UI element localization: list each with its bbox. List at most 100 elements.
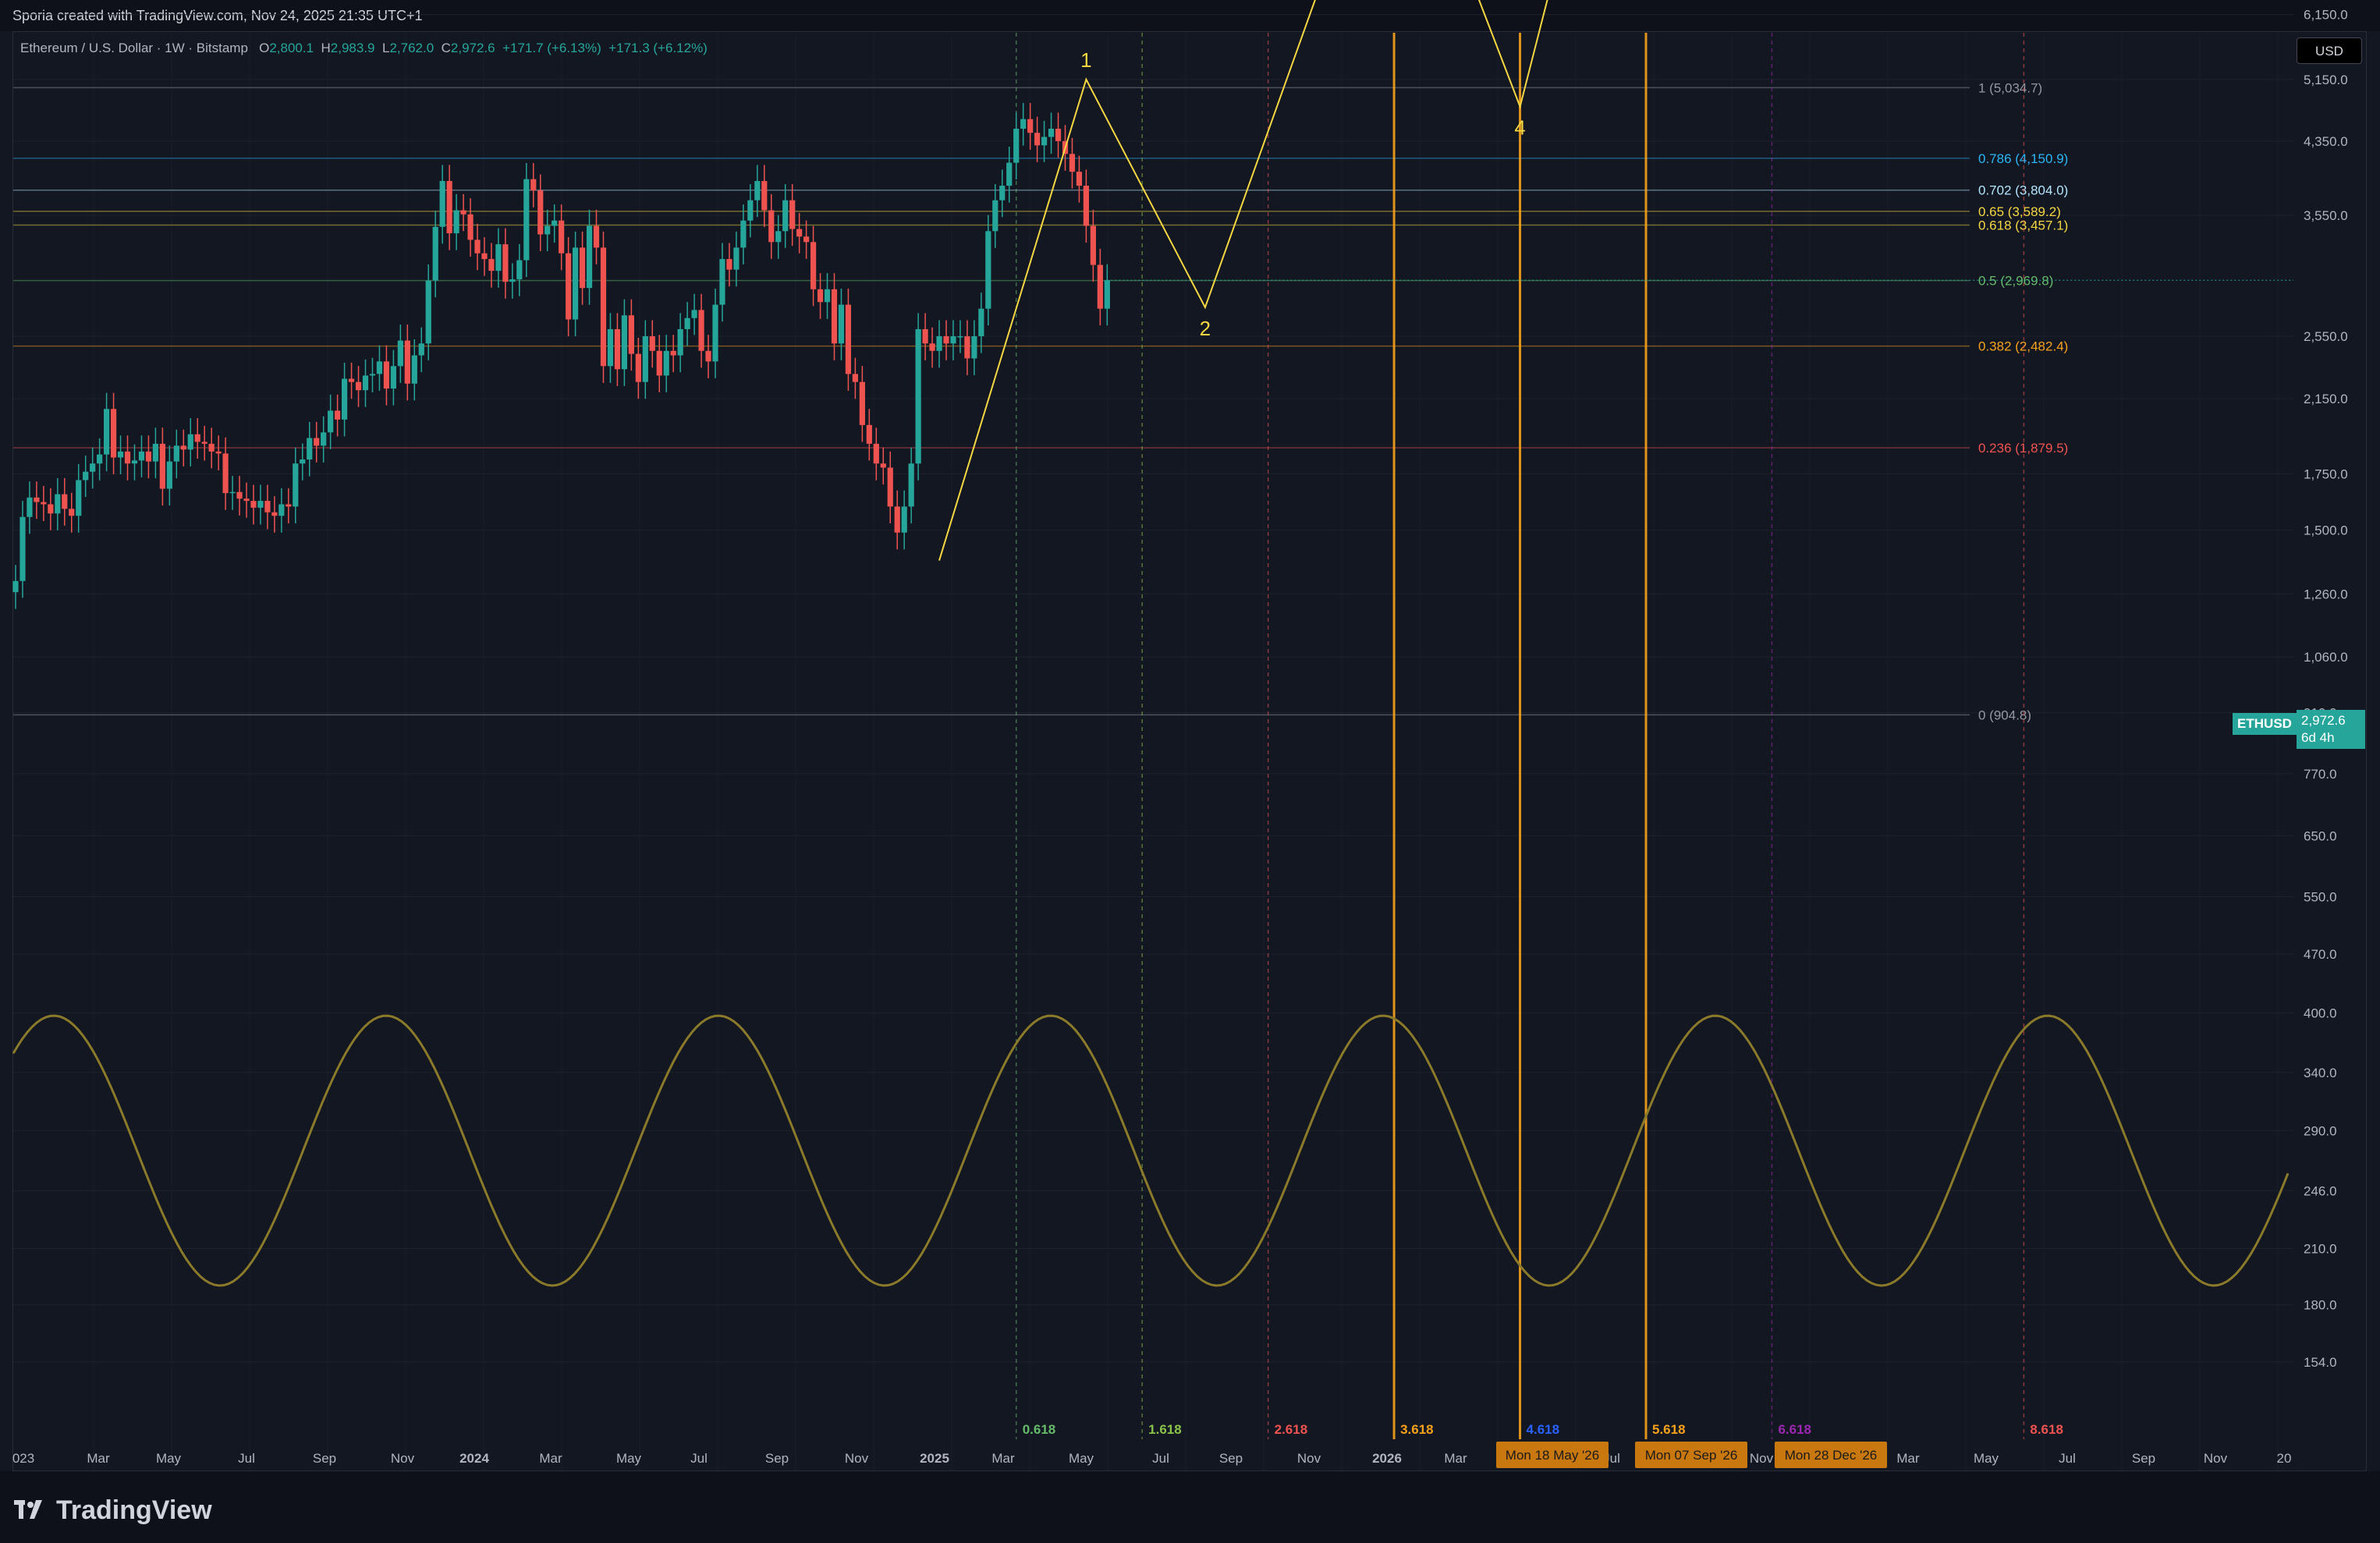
candle-body xyxy=(97,454,103,464)
bar-countdown: 6d 4h xyxy=(2301,730,2335,745)
candle-body xyxy=(677,328,683,356)
candle-body xyxy=(901,506,907,533)
time-tick-label: Nov xyxy=(845,1451,869,1466)
candle-body xyxy=(502,244,509,282)
candle-body xyxy=(286,504,292,507)
candle-body xyxy=(530,179,537,191)
price-tick-label: 1,750.0 xyxy=(2304,466,2348,481)
tradingview-logo[interactable]: TradingView xyxy=(14,1495,212,1526)
time-tick-label: Jul xyxy=(690,1451,708,1466)
candle-body xyxy=(474,239,481,254)
tradingview-logo-text: TradingView xyxy=(56,1495,212,1525)
candle-body xyxy=(768,210,775,243)
candle-body xyxy=(453,210,459,234)
footer-bar xyxy=(0,1471,2380,1543)
candle-body xyxy=(943,336,949,344)
chart-frame[interactable] xyxy=(12,31,2367,1471)
date-tag-label: Mon 18 May '26 xyxy=(1506,1448,1599,1463)
currency-label: USD xyxy=(2315,44,2343,59)
candle-body xyxy=(481,253,488,260)
candle-body xyxy=(20,516,26,581)
candle-body xyxy=(131,460,138,464)
candle-body xyxy=(467,214,474,240)
time-tick-label: 20 xyxy=(2277,1451,2292,1466)
attribution-text: Sporia created with TradingView.com, Nov… xyxy=(12,8,423,23)
symbol-legend[interactable]: Ethereum / U.S. Dollar · 1W · Bitstamp O… xyxy=(20,41,708,56)
price-tick-label: 1,260.0 xyxy=(2304,587,2348,601)
fib-level-label: 0.5 (2,969.8) xyxy=(1978,274,2053,289)
time-tick-label: Sep xyxy=(313,1451,336,1466)
price-tick-label: 550.0 xyxy=(2304,890,2337,905)
price-tick-label: 770.0 xyxy=(2304,767,2337,782)
candle-body xyxy=(159,443,165,489)
fib-time-label: 1.618 xyxy=(1148,1422,1182,1437)
candle-body xyxy=(754,181,761,200)
candle-body xyxy=(552,220,558,226)
candle-body xyxy=(110,409,117,458)
candle-body xyxy=(418,343,424,356)
wave-label: 2 xyxy=(1200,317,1211,340)
legend-high: 2,983.9 xyxy=(330,41,375,55)
candle-body xyxy=(607,328,614,367)
time-tick-label: May xyxy=(156,1451,182,1466)
candle-body xyxy=(307,438,313,460)
candle-body xyxy=(425,280,431,344)
candle-body xyxy=(355,381,362,391)
candle-body xyxy=(621,315,627,370)
candle-body xyxy=(34,497,40,502)
candle-body xyxy=(278,504,285,516)
grid-lines xyxy=(13,14,2293,1470)
candle-body xyxy=(257,501,264,508)
time-tick-label: 2026 xyxy=(1372,1451,1402,1466)
candle-body xyxy=(404,340,410,384)
candle-body xyxy=(488,259,495,271)
fib-level-label: 1 (5,034.7) xyxy=(1978,80,2042,95)
candle-body xyxy=(1083,186,1090,226)
time-tick-label: Mar xyxy=(991,1451,1015,1466)
fib-time-label: 6.618 xyxy=(1778,1422,1811,1437)
candle-body xyxy=(264,501,271,513)
candle-body xyxy=(1055,129,1062,141)
candle-body xyxy=(523,179,530,261)
candle-body xyxy=(957,336,963,338)
candle-body xyxy=(236,491,243,499)
candle-body xyxy=(348,378,355,382)
legend-change: +171.7 (+6.13%) xyxy=(502,41,601,55)
candle-body xyxy=(439,181,445,227)
candle-body xyxy=(215,451,222,454)
legend-low: 2,762.0 xyxy=(389,41,435,55)
legend-low-label: L xyxy=(381,41,390,55)
time-tick-label: Nov xyxy=(2204,1451,2228,1466)
date-tag-box xyxy=(1775,1442,1887,1468)
currency-selector[interactable]: USD xyxy=(2297,37,2362,64)
time-tick-label: Nov xyxy=(391,1451,415,1466)
candle-body xyxy=(929,343,935,351)
candle-body xyxy=(908,463,914,507)
legend-high-label: H xyxy=(321,41,331,55)
candle-body xyxy=(999,186,1006,200)
symbol-tag-label: ETHUSD xyxy=(2237,716,2292,731)
candle-body xyxy=(726,259,732,270)
candle-body xyxy=(41,502,47,505)
candle-body xyxy=(740,220,747,248)
price-tick-label: 6,150.0 xyxy=(2304,8,2348,23)
candle-body xyxy=(383,361,390,389)
fib-time-zones: 0.618 1.618 2.618 3.618 4.618 5.618 6.618 8.618 xyxy=(1015,33,2063,1439)
candle-body xyxy=(635,353,641,382)
price-tick-label: 246.0 xyxy=(2304,1183,2337,1198)
candle-body xyxy=(698,310,704,351)
candle-body xyxy=(446,181,452,234)
candle-body xyxy=(915,328,921,464)
price-tick-label: 210.0 xyxy=(2304,1241,2337,1256)
candle-body xyxy=(817,289,824,303)
candle-body xyxy=(922,328,928,344)
candle-body xyxy=(201,442,207,444)
candle-body xyxy=(138,451,145,461)
candle-body xyxy=(516,260,523,280)
price-tick-label: 650.0 xyxy=(2304,828,2337,843)
date-tag-label: Mon 28 Dec '26 xyxy=(1785,1448,1878,1463)
fib-level-label: 0.65 (3,589.2) xyxy=(1978,204,2061,219)
time-tick-label: Mar xyxy=(87,1451,110,1466)
candle-body xyxy=(250,501,257,508)
